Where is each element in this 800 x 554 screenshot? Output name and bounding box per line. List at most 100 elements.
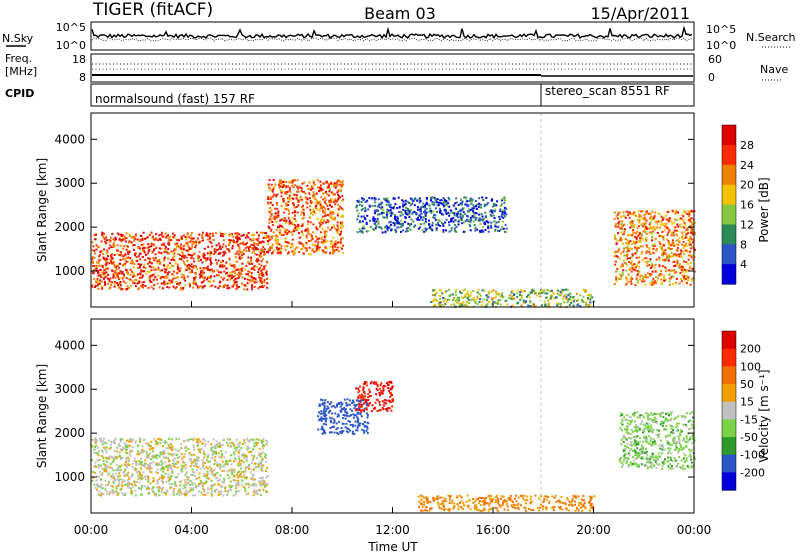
- power-cell: [465, 203, 468, 206]
- power-cell: [501, 294, 503, 297]
- power-cell: [125, 248, 128, 251]
- power-cell: [568, 303, 571, 306]
- velocity-cell: [237, 483, 240, 486]
- velocity-cell: [123, 480, 126, 483]
- power-cell: [111, 281, 114, 284]
- power-cell: [239, 242, 242, 245]
- power-cell: [269, 211, 272, 214]
- velocity-cell: [250, 468, 253, 471]
- power-cell: [291, 242, 294, 245]
- power-cell: [448, 230, 451, 233]
- power-cell: [479, 203, 482, 206]
- power-cell: [130, 284, 132, 287]
- power-cell: [294, 226, 297, 229]
- velocity-cell: [97, 454, 100, 457]
- power-cell: [176, 245, 179, 248]
- power-cell: [311, 213, 314, 216]
- velocity-cell: [227, 460, 230, 463]
- power-cell: [339, 240, 342, 243]
- velocity-cell: [222, 439, 225, 442]
- power-cell: [388, 212, 391, 215]
- velocity-cell: [170, 443, 173, 446]
- power-cell: [191, 237, 194, 240]
- power-cell: [207, 275, 210, 278]
- velocity-cell: [219, 442, 222, 445]
- power-cell: [683, 226, 686, 229]
- power-cell: [246, 282, 249, 285]
- velocity-cell: [256, 457, 258, 460]
- power-cell: [121, 254, 124, 257]
- power-cell: [109, 258, 112, 261]
- power-cell: [226, 274, 229, 277]
- power-cell: [497, 225, 500, 228]
- power-cell: [636, 279, 639, 282]
- velocity-cell: [147, 475, 150, 478]
- power-cell: [200, 281, 203, 284]
- velocity-cell: [96, 452, 99, 455]
- power-cell: [648, 250, 651, 253]
- power-cell: [646, 262, 649, 265]
- power-cell: [339, 246, 342, 249]
- power-cell: [664, 249, 667, 252]
- power-cell: [170, 239, 173, 242]
- power-cell: [258, 241, 261, 244]
- power-cell: [484, 211, 487, 214]
- power-cell: [219, 280, 221, 283]
- power-cell: [176, 263, 179, 266]
- power-cell: [178, 283, 181, 286]
- power-cell: [392, 207, 395, 210]
- velocity-cell: [195, 465, 198, 468]
- power-cell: [233, 240, 236, 243]
- power-cell: [374, 227, 377, 230]
- power-cell: [544, 305, 547, 308]
- power-cell: [632, 212, 635, 215]
- velocity-cell: [184, 490, 187, 493]
- power-cell: [445, 300, 448, 303]
- power-cell: [104, 240, 107, 243]
- power-cell: [587, 298, 589, 301]
- velocity-cell: [117, 492, 120, 495]
- power-cell: [632, 234, 635, 237]
- velocity-cell: [156, 479, 159, 482]
- power-cell: [513, 294, 516, 296]
- power-cell: [259, 272, 262, 275]
- power-cell: [214, 251, 217, 254]
- power-cell: [116, 273, 119, 276]
- velocity-cell: [238, 464, 240, 467]
- power-cell: [120, 254, 123, 257]
- velocity-cell: [189, 483, 192, 486]
- power-cell: [683, 276, 686, 279]
- velocity-cell: [118, 465, 121, 468]
- power-cell: [115, 268, 118, 271]
- power-cell: [503, 210, 506, 213]
- power-cell: [202, 285, 205, 288]
- power-cell: [661, 244, 664, 247]
- power-cell: [437, 201, 440, 204]
- velocity-cell: [128, 452, 131, 455]
- power-cell: [135, 233, 137, 236]
- power-cell: [628, 268, 631, 271]
- power-cell: [236, 250, 239, 253]
- power-cell: [234, 281, 237, 284]
- velocity-cell: [223, 465, 226, 468]
- power-cell: [248, 271, 251, 274]
- power-cell: [310, 212, 312, 215]
- power-cell: [623, 231, 626, 233]
- power-cell: [143, 251, 146, 254]
- power-cell: [160, 247, 163, 250]
- velocity-cell: [128, 464, 131, 467]
- velocity-cell: [97, 466, 100, 469]
- power-cell: [625, 283, 628, 286]
- power-cell: [476, 203, 479, 206]
- power-cell: [433, 305, 435, 308]
- power-cell: [491, 212, 494, 215]
- power-cell: [163, 250, 166, 253]
- power-cell: [111, 269, 114, 272]
- power-cell: [666, 255, 669, 258]
- velocity-cell: [180, 443, 183, 446]
- power-cell: [324, 199, 327, 202]
- power-cell: [256, 248, 259, 251]
- velocity-cell: [147, 465, 150, 468]
- power-cell: [131, 259, 134, 262]
- power-cell: [107, 255, 109, 258]
